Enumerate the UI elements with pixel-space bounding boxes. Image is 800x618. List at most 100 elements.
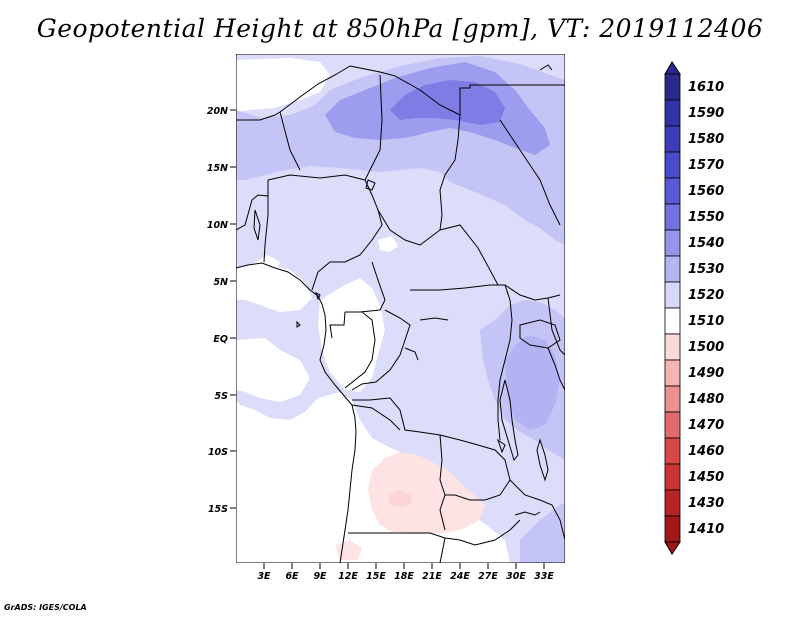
contour-1500-region-south — [368, 452, 485, 534]
colorbar-box — [664, 359, 681, 387]
colorbar-label: 1530 — [688, 262, 724, 277]
colorbar-box — [664, 281, 681, 309]
zambia-east — [445, 444, 511, 501]
colorbar-label: 1510 — [688, 314, 724, 329]
lon-label-33e: 33E — [534, 571, 554, 582]
footer-credit: GrADS: IGES/COLA — [4, 603, 87, 612]
lon-label-24e: 24E — [450, 571, 470, 582]
cameroon-south — [345, 261, 386, 313]
lake-chad — [365, 179, 376, 191]
colorbar-label: 1500 — [688, 340, 724, 355]
lat-label-eq: EQ — [213, 334, 228, 345]
sahara-border-1 — [236, 65, 351, 121]
lon-label-15e: 15E — [366, 571, 386, 582]
south-sudan-uganda — [504, 284, 561, 301]
lat-label-10s: 10S — [208, 447, 228, 458]
lake-kariba — [514, 511, 541, 516]
lon-label-6e: 6E — [285, 571, 299, 582]
lake-bangweulu — [497, 438, 506, 454]
lon-label-3e: 3E — [257, 571, 271, 582]
red-sea-coast — [539, 64, 553, 71]
zimbabwe — [474, 519, 521, 546]
colorbar-label: 1550 — [688, 210, 724, 225]
colorbar-label: 1540 — [688, 236, 724, 251]
contour-1530-region-southeast — [520, 503, 565, 563]
nigeria-niger — [267, 174, 366, 181]
togo-ghana — [236, 194, 269, 231]
mozambique-border — [509, 479, 565, 541]
lake-volta — [253, 209, 261, 241]
lat-label-5s: 5S — [215, 391, 229, 402]
map-plot-area — [236, 54, 565, 563]
lake-victoria — [519, 319, 561, 349]
colorbar-label: 1590 — [688, 106, 724, 121]
gabon-congo — [329, 311, 346, 339]
colorbar-box — [664, 489, 681, 517]
colorbar-label: 1610 — [688, 80, 724, 95]
contour-1510-cameroon-gap — [378, 236, 398, 252]
lon-label-27e: 27E — [478, 571, 498, 582]
colorbar-label: 1560 — [688, 184, 724, 199]
colorbar: 1610 1590 1580 1570 1560 1550 1540 1530 1520 1510… — [664, 61, 724, 555]
map-title: Geopotential Height at 850hPa [gpm], VT:… — [36, 14, 764, 43]
tanzania-border — [547, 347, 565, 391]
colorbar-box — [664, 203, 681, 231]
lat-label-5n: 5N — [213, 277, 228, 288]
lat-label-20n: 20N — [207, 106, 228, 117]
lat-label-10n: 10N — [207, 220, 228, 231]
gabon-outline — [344, 311, 376, 389]
colorbar-box — [664, 463, 681, 491]
lon-label-30e: 30E — [506, 571, 526, 582]
colorbar-label: 1490 — [688, 366, 724, 381]
sahara-border-3 — [459, 84, 565, 115]
colorbar-label: 1520 — [688, 288, 724, 303]
sudan-ethiopia — [499, 119, 561, 226]
chad-sudan — [439, 114, 461, 231]
colorbar-box — [664, 307, 681, 335]
colorbar-box — [664, 333, 681, 361]
colorbar-box — [664, 255, 681, 283]
contour-1500-region-small — [388, 490, 412, 508]
colorbar-box — [664, 437, 681, 465]
kenya-border — [547, 297, 565, 356]
country-borders — [236, 64, 565, 563]
colorbar-box — [664, 229, 681, 257]
contour-1510-gabon — [318, 278, 385, 392]
colorbar-label: 1470 — [688, 418, 724, 433]
lon-label-18e: 18E — [394, 571, 414, 582]
colorbar-label: 1410 — [688, 522, 724, 537]
mali-niger — [279, 111, 301, 171]
colorbar-box — [664, 151, 681, 179]
contour-1510-west-sea — [236, 338, 310, 402]
drc-east — [497, 284, 513, 441]
angola-namibia — [348, 532, 476, 546]
colorbar-box — [664, 73, 681, 101]
colorbar-bottom-triangle — [664, 541, 681, 555]
river-congo-2 — [404, 347, 419, 361]
colorbar-label: 1460 — [688, 444, 724, 459]
coast-island-1 — [315, 292, 321, 301]
nigeria-benin — [263, 180, 269, 263]
cameroon-car — [377, 209, 441, 246]
colorbar-label: 1580 — [688, 132, 724, 147]
colorbar-box — [664, 177, 681, 205]
colorbar-labels: 1610 1590 1580 1570 1560 1550 1540 1530 1520 1510… — [688, 80, 724, 537]
sahara-border-2 — [349, 65, 461, 116]
contour-1500-region-bottom — [335, 540, 362, 560]
lon-label-9e: 9E — [313, 571, 327, 582]
colorbar-label: 1450 — [688, 470, 724, 485]
contour-1540-region-east — [505, 335, 560, 430]
lake-tanganyika — [499, 379, 519, 462]
colorbar-top-triangle — [664, 61, 681, 75]
lon-label-12e: 12E — [338, 571, 358, 582]
colorbar-box — [664, 385, 681, 413]
contour-1510-sahel-gap — [236, 58, 330, 112]
cameroon-nigeria — [311, 179, 383, 291]
latitude-axis: 20N 15N 10N 5N EQ 5S 10S 15S — [207, 106, 236, 515]
congo-drc — [351, 309, 411, 391]
colorbar-label: 1430 — [688, 496, 724, 511]
river-congo — [419, 317, 449, 321]
colorbar-box — [664, 411, 681, 439]
contour-1510-nigeria-gap — [236, 255, 280, 290]
